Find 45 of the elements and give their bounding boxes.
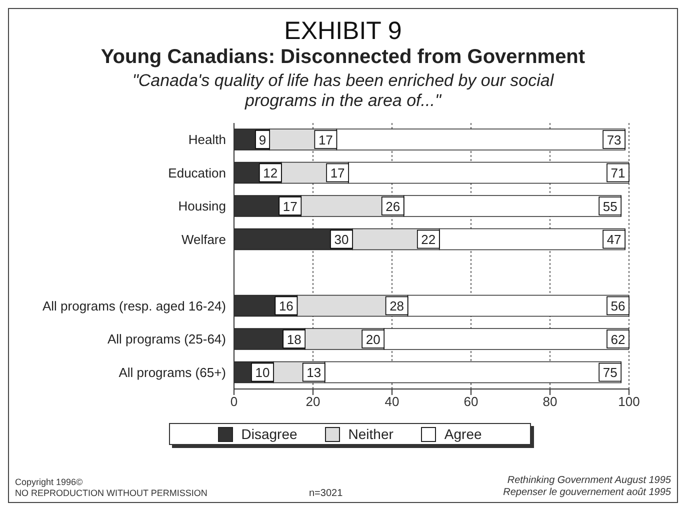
y-tick-label: All programs (resp. aged 16-24) (42, 298, 226, 314)
y-tick-label: All programs (65+) (118, 364, 226, 380)
data-label: 13 (306, 365, 322, 380)
data-label: 26 (386, 198, 400, 214)
data-label: 16 (278, 298, 294, 314)
legend-label: Agree (444, 426, 482, 442)
data-label: 28 (390, 298, 404, 314)
data-label: 17 (318, 132, 333, 148)
text: n=3021 (309, 488, 343, 499)
legend-label: Neither (348, 426, 394, 442)
y-tick-label: Housing (178, 198, 226, 214)
data-label: 17 (330, 166, 345, 181)
text: Rethinking Government August 1995 (506, 475, 671, 487)
data-label: 75 (602, 365, 618, 380)
x-tick-label: 60 (464, 394, 478, 410)
data-label: 17 (282, 198, 298, 214)
data-label: 62 (610, 332, 626, 347)
y-tick-label: Education (168, 165, 226, 180)
data-label: 10 (255, 365, 270, 380)
y-tick-label: All programs (25-64) (108, 332, 226, 347)
x-tick-label: 20 (306, 394, 320, 410)
data-label: 22 (421, 232, 436, 248)
text: "Canada's quality of life has been enriched by our social programs in the area of..." (131, 71, 555, 111)
data-label: 55 (602, 198, 618, 214)
x-tick-label: 100 (618, 394, 640, 410)
legend-label: Disagree (241, 426, 298, 442)
y-tick-label: Health (188, 132, 226, 148)
data-label: 73 (606, 132, 622, 148)
data-label: 9 (258, 132, 266, 148)
chart-subtitle: Young Canadians: Disconnected from Government (100, 46, 586, 69)
y-tick-label: Welfare (181, 232, 226, 247)
data-label: 47 (606, 232, 622, 248)
data-label: 12 (263, 166, 278, 181)
x-tick-label: 0 (230, 394, 238, 410)
text: Copyright 1996© (15, 477, 84, 488)
data-label: 18 (286, 332, 302, 347)
data-label: 56 (610, 298, 626, 314)
text: Repenser le gouvernement août 1995 (503, 487, 671, 499)
data-label: 71 (610, 166, 626, 181)
data-label: 30 (334, 232, 349, 248)
x-tick-label: 40 (384, 394, 400, 410)
data-label: 20 (366, 332, 380, 347)
text: NO REPRODUCTION WITHOUT PERMISSION (15, 488, 208, 499)
x-tick-label: 80 (542, 394, 558, 410)
chart-title: EXHIBIT 9 (283, 17, 403, 46)
